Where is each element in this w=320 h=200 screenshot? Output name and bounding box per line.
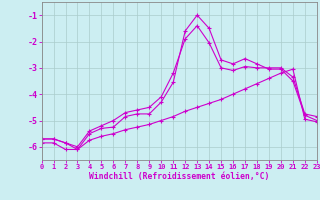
X-axis label: Windchill (Refroidissement éolien,°C): Windchill (Refroidissement éolien,°C) — [89, 172, 269, 181]
